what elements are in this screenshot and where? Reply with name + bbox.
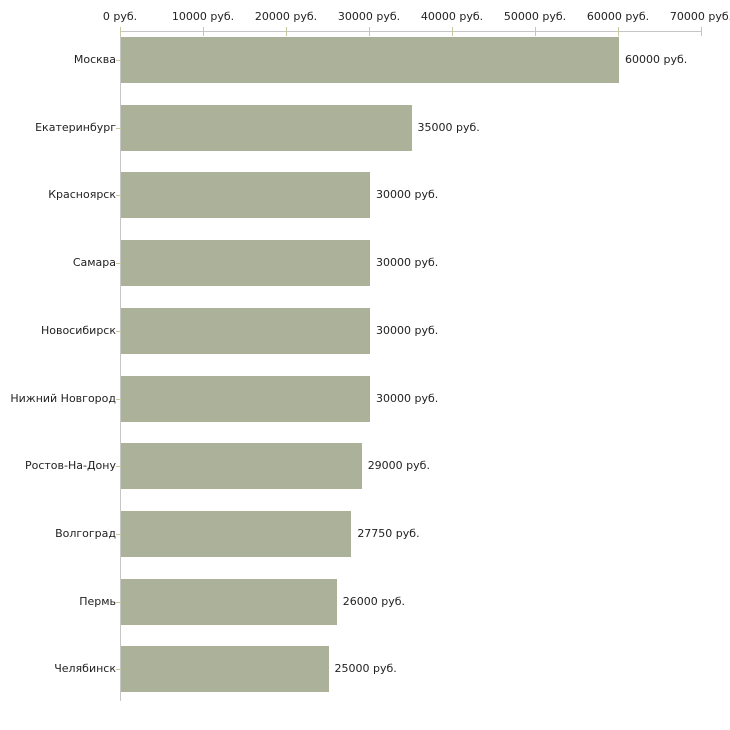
x-axis-tick bbox=[535, 27, 536, 36]
bar bbox=[121, 646, 329, 693]
x-axis-tick bbox=[701, 27, 702, 36]
bar bbox=[121, 104, 412, 151]
x-axis-tick-label: 40000 руб. bbox=[420, 10, 484, 23]
x-axis-tick-label: 70000 руб. bbox=[669, 10, 730, 23]
x-axis-tick-label: 60000 руб. bbox=[586, 10, 650, 23]
x-axis-tick-label: 50000 руб. bbox=[503, 10, 567, 23]
value-label: 29000 руб. bbox=[367, 459, 430, 473]
bar bbox=[121, 37, 619, 83]
x-axis-tick bbox=[618, 27, 619, 36]
value-label: 30000 руб. bbox=[376, 188, 439, 202]
category-label: Ростов-На-Дону bbox=[24, 459, 116, 473]
category-label: Красноярск bbox=[48, 188, 116, 202]
bar bbox=[121, 443, 362, 490]
category-label: Екатеринбург bbox=[35, 120, 116, 134]
x-axis-tick-label: 20000 руб. bbox=[254, 10, 318, 23]
y-axis-tick bbox=[116, 195, 121, 197]
bar bbox=[121, 172, 370, 219]
x-axis-tick-label: 10000 руб. bbox=[171, 10, 235, 23]
y-axis-tick bbox=[116, 398, 121, 400]
x-axis-tick bbox=[452, 27, 453, 36]
y-axis-tick bbox=[116, 533, 121, 535]
x-axis-tick bbox=[203, 27, 204, 36]
category-label: Волгоград bbox=[55, 526, 116, 540]
bar bbox=[121, 307, 370, 354]
value-label: 25000 руб. bbox=[334, 662, 397, 676]
value-label: 27750 руб. bbox=[357, 526, 420, 540]
y-axis-tick bbox=[116, 669, 121, 671]
y-axis-tick bbox=[116, 330, 121, 332]
bar bbox=[121, 375, 370, 422]
bar bbox=[121, 510, 352, 557]
value-label: 60000 руб. bbox=[625, 53, 688, 66]
value-label: 30000 руб. bbox=[376, 323, 439, 337]
value-label: 30000 руб. bbox=[376, 256, 439, 270]
category-label: Пермь bbox=[79, 594, 116, 608]
category-label: Челябинск bbox=[54, 662, 116, 676]
y-axis-tick bbox=[116, 60, 121, 61]
value-label: 35000 руб. bbox=[417, 120, 480, 134]
category-label: Москва bbox=[73, 53, 116, 66]
y-axis-tick bbox=[116, 466, 121, 468]
y-axis-tick bbox=[116, 263, 121, 265]
x-axis-tick-label: 30000 руб. bbox=[337, 10, 401, 23]
category-label: Самара bbox=[72, 256, 116, 270]
y-axis-line bbox=[120, 31, 121, 701]
x-axis-tick bbox=[369, 27, 370, 36]
value-label: 26000 руб. bbox=[342, 594, 406, 608]
x-axis-tick bbox=[286, 27, 287, 36]
category-label: Нижний Новгород bbox=[10, 391, 116, 405]
value-label: 30000 руб. bbox=[376, 391, 439, 405]
y-axis-tick bbox=[116, 127, 121, 129]
x-axis-tick-label: 0 руб. bbox=[102, 10, 138, 23]
x-axis-tick bbox=[120, 27, 121, 36]
category-label: Новосибирск bbox=[40, 323, 116, 337]
bar bbox=[121, 578, 337, 625]
bar bbox=[121, 240, 370, 287]
x-axis-line bbox=[120, 31, 701, 32]
y-axis-tick bbox=[116, 601, 121, 603]
